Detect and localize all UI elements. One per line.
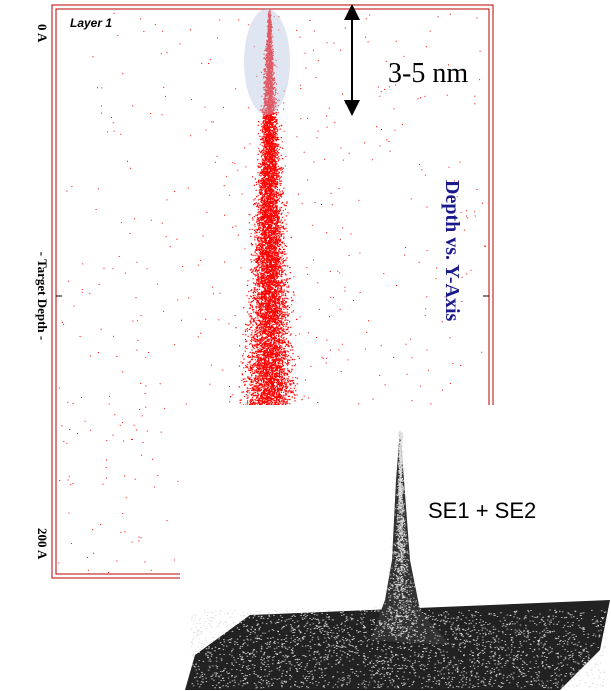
- ion-scatter: [58, 10, 487, 573]
- plot-title: Depth vs. Y-Axis: [441, 180, 463, 322]
- se-peak: [185, 430, 610, 690]
- layer-label: Layer 1: [70, 16, 112, 30]
- top-label: 0 A: [35, 24, 50, 43]
- side-label: - Target Depth -: [35, 252, 50, 340]
- bottom-label: 200 A: [35, 528, 50, 560]
- range-annotation: 3-5 nm: [388, 58, 468, 89]
- peak-body: [370, 430, 450, 645]
- inset-label: SE1 + SE2: [428, 498, 536, 523]
- ion-points: [58, 10, 487, 573]
- peak-mesh: [190, 432, 607, 689]
- highlight-ellipse: [244, 9, 290, 115]
- peak-base: [185, 600, 610, 690]
